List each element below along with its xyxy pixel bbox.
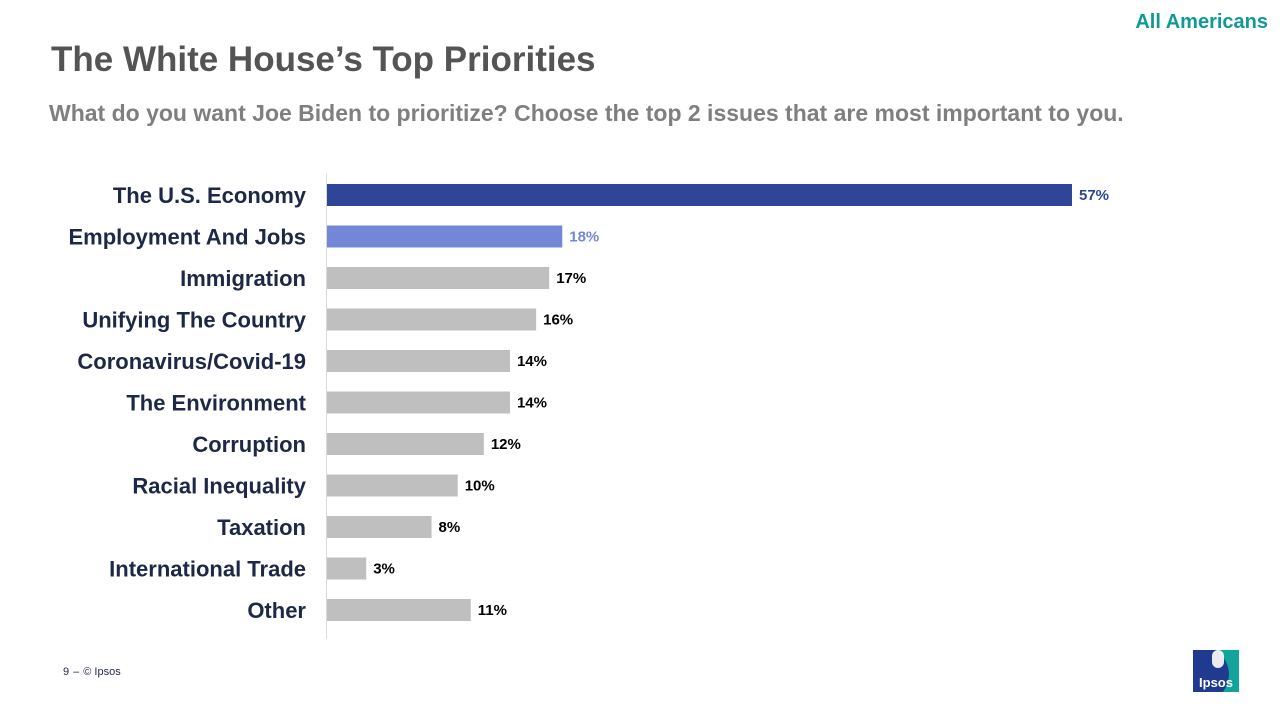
bar [327,308,537,331]
bar [327,391,510,414]
value-label: 11% [478,602,507,619]
value-label: 18% [569,229,599,246]
category-label: Unifying The Country [82,308,306,333]
audience-tag: All Americans [1135,11,1268,33]
logo-wordmark: Ipsos [1199,675,1233,690]
ipsos-logo-icon: Ipsos [1193,650,1239,692]
category-label: Corruption [192,432,306,457]
category-label: Employment And Jobs [68,225,306,250]
bar [327,474,458,497]
footer-separator: – [73,666,80,678]
category-label: The U.S. Economy [113,183,307,208]
value-label: 10% [465,478,495,495]
bar [327,225,563,248]
category-label: Immigration [180,266,306,291]
category-label: International Trade [109,557,306,582]
chart-subtitle: What do you want Joe Biden to prioritize… [49,100,1124,126]
copyright-text: © Ipsos [83,666,121,678]
bar [327,433,484,455]
category-label: The Environment [126,391,306,416]
page-number: 9 [63,666,70,678]
bar [327,350,510,372]
category-label: Coronavirus/Covid-19 [77,349,306,374]
value-label: 8% [439,519,461,536]
footer: 9– © Ipsos [63,666,121,678]
category-label: Racial Inequality [132,474,306,499]
bar [327,267,550,289]
chart-title: The White House’s Top Priorities [51,40,596,79]
category-label: Taxation [217,515,306,540]
value-label: 12% [491,436,521,453]
bar [327,599,471,621]
bar [327,184,1072,206]
value-label: 14% [517,395,547,412]
bar [327,516,432,538]
value-label: 14% [517,353,547,370]
value-label: 57% [1079,187,1109,204]
value-label: 17% [556,270,586,287]
value-label: 16% [543,312,573,329]
bar [327,557,367,580]
value-label: 3% [373,561,395,578]
category-label: Other [247,598,306,623]
